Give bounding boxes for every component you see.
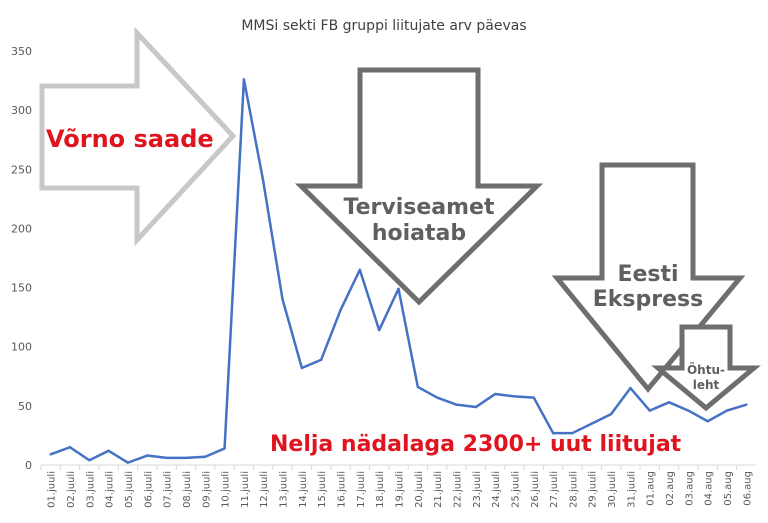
data-point: [126, 461, 130, 464]
x-tick-label: 08.juuli: [182, 471, 193, 508]
chart-title: MMSi sekti FB gruppi liitujate arv päeva…: [241, 18, 526, 34]
x-tick-label: 18.juuli: [375, 471, 386, 508]
data-point: [455, 403, 458, 406]
data-point: [223, 447, 226, 450]
data-point: [204, 455, 207, 458]
data-point: [629, 386, 632, 390]
y-axis: 0 50 100 150 200 250 300 350: [11, 45, 32, 472]
y-tick-label: 250: [11, 163, 32, 176]
data-point: [571, 431, 574, 435]
data-point: [706, 420, 709, 423]
x-tick-label: 02.juuli: [66, 471, 77, 508]
data-point: [435, 396, 439, 399]
data-point: [184, 456, 188, 460]
data-point: [474, 405, 477, 409]
x-tick-label: 09.juuli: [201, 471, 212, 508]
data-point: [262, 179, 265, 183]
data-point: [339, 308, 342, 312]
ohtuleht-label-line1: Õhtu-: [687, 362, 725, 377]
x-tick-label: 12.juuli: [259, 471, 270, 508]
x-tick-label: 07.juuli: [163, 471, 174, 508]
y-tick-label: 200: [11, 222, 32, 235]
x-tick-label: 27.juuli: [549, 471, 560, 508]
data-point: [88, 459, 91, 462]
x-tick-label: 16.juuli: [337, 471, 348, 508]
x-tick-label: 23.juuli: [472, 471, 483, 508]
x-tick-label: 05.juuli: [124, 471, 135, 508]
x-tick-label: 05.aug: [723, 471, 734, 506]
ohtuleht-label-line2: leht: [693, 378, 720, 392]
y-tick-label: 150: [11, 282, 32, 295]
eesti-ekspress-label-line2: Ekspress: [593, 287, 703, 312]
x-tick-label: 21.juuli: [433, 471, 444, 508]
x-tick-label: 02.aug: [665, 471, 676, 506]
x-tick-label: 11.juuli: [240, 471, 251, 508]
x-tick-label: 14.juuli: [298, 471, 309, 508]
x-tick-label: 15.juuli: [317, 471, 328, 508]
x-tick-label: 17.juuli: [356, 471, 367, 508]
data-point: [416, 385, 420, 389]
x-tick-label: 03.juuli: [85, 471, 96, 508]
x-tick-label: 04.juuli: [105, 471, 116, 508]
data-point: [300, 366, 304, 370]
data-point: [648, 409, 651, 412]
eesti-ekspress-label-line1: Eesti: [617, 262, 678, 287]
x-tick-label: 28.juuli: [568, 471, 579, 508]
data-point: [609, 412, 613, 416]
summary-label: Nelja nädalaga 2300+ uut liitujat: [270, 432, 682, 457]
x-tick-label: 06.aug: [742, 471, 753, 506]
data-point: [725, 409, 729, 412]
data-point: [242, 78, 246, 81]
data-point: [281, 298, 284, 301]
data-point: [146, 454, 149, 457]
y-tick-label: 100: [11, 341, 32, 354]
x-tick-label: 30.juuli: [607, 471, 618, 508]
x-tick-label: 20.juuli: [414, 471, 425, 508]
data-point: [745, 403, 748, 406]
data-point: [358, 268, 362, 272]
y-tick-label: 50: [18, 400, 32, 413]
x-tick-label: 04.aug: [704, 471, 715, 506]
series-layer: [49, 78, 748, 464]
data-point: [397, 287, 400, 290]
data-point: [551, 431, 555, 435]
ohtuleht-arrow: [651, 324, 761, 412]
x-tick-label: 26.juuli: [530, 471, 541, 508]
terviseamet-label-line1: Terviseamet: [344, 195, 495, 220]
terviseamet-label-line2: hoiatab: [372, 221, 466, 246]
data-point: [377, 328, 381, 332]
data-point: [68, 446, 72, 449]
x-tick-label: 24.juuli: [491, 471, 502, 508]
y-tick-label: 350: [11, 45, 32, 58]
data-point: [590, 422, 593, 425]
vorno-arrow: [39, 26, 237, 247]
terviseamet-arrow: [294, 67, 544, 306]
data-point: [687, 409, 690, 412]
data-point: [49, 453, 52, 456]
vorno-label: Võrno saade: [46, 125, 214, 153]
x-tick-label: 06.juuli: [143, 471, 154, 508]
x-tick-label: 13.juuli: [279, 471, 290, 508]
data-point: [165, 456, 168, 460]
x-tick-label: 25.juuli: [510, 471, 521, 508]
x-axis: 01.juuli 02.juuli 03.juuli 04.juuli 05.juuli…: [40, 465, 753, 508]
data-point: [320, 358, 323, 361]
x-tick-label: 29.juuli: [588, 471, 599, 508]
x-tick-label: 19.juuli: [395, 471, 406, 508]
x-tick-label: 01.juuli: [47, 471, 58, 508]
data-point: [513, 395, 516, 398]
x-tick-label: 31.juuli: [626, 471, 637, 508]
y-tick-label: 300: [11, 104, 32, 117]
data-point: [107, 449, 110, 453]
x-tick-label: 22.juuli: [452, 471, 463, 508]
data-point: [532, 396, 535, 399]
y-tick-label: 0: [25, 459, 32, 472]
data-point: [667, 401, 671, 404]
x-tick-label: 10.juuli: [221, 471, 232, 508]
x-tick-label: 01.aug: [646, 471, 657, 506]
x-tick-label: 03.aug: [684, 471, 695, 506]
data-point: [493, 392, 497, 396]
